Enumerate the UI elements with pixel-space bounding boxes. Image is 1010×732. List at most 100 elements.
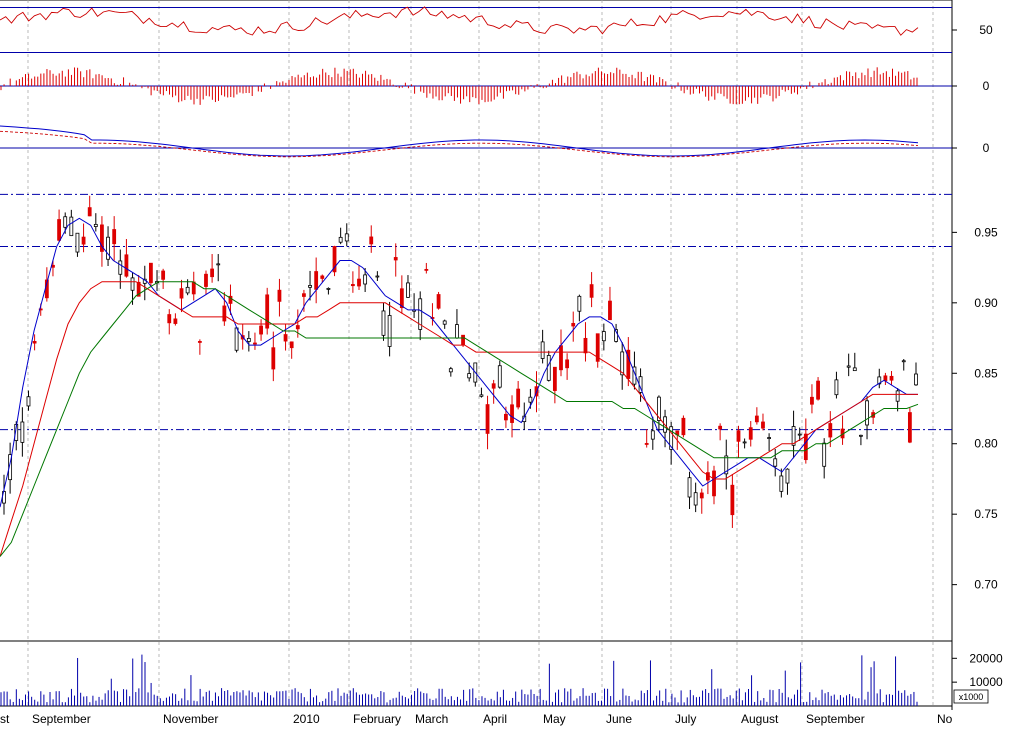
candle-body: [810, 396, 814, 405]
x-axis-label: May: [543, 712, 566, 726]
candle-body: [32, 341, 37, 344]
candle-body: [100, 224, 104, 252]
candle-body: [779, 475, 784, 492]
volume-unit-box: x1000: [953, 689, 989, 704]
y-axis-labels: 50 0 0 0.70 0.75 0.80 0.85 0.90 0.95 10000 20000: [952, 23, 1003, 689]
candle-body: [650, 430, 655, 440]
candle-body: [877, 376, 882, 385]
candle-body: [124, 254, 129, 277]
candle-body: [216, 263, 221, 266]
candle-body: [504, 413, 508, 421]
macd-tick-label: 0: [983, 141, 990, 155]
candle-body: [424, 268, 429, 271]
candle-body: [38, 308, 43, 311]
candle-body: [565, 359, 570, 369]
candle-body: [185, 286, 190, 294]
candle-body: [314, 271, 319, 290]
candle-body: [295, 325, 300, 330]
x-axis-label: August: [741, 712, 779, 726]
candle-body: [369, 236, 374, 245]
price-tick-label: 0.70: [974, 578, 998, 592]
candle-body: [736, 430, 741, 442]
histogram-panel: [0, 67, 952, 105]
candle-body: [332, 246, 337, 273]
candle-body: [577, 295, 582, 312]
candle-body: [571, 322, 576, 327]
x-axis-label: April: [483, 712, 507, 726]
candle-body: [791, 426, 796, 446]
candle-body: [210, 268, 215, 278]
candle-body: [626, 349, 631, 379]
rsi-panel: [0, 6, 952, 53]
vertical-gridlines: [27, 0, 934, 706]
candle-body: [179, 288, 184, 299]
candle-body: [320, 275, 325, 279]
candle-body: [901, 360, 906, 363]
candle-body: [448, 368, 453, 373]
candle-body: [75, 232, 80, 253]
candle-body: [914, 373, 918, 386]
candle-body: [767, 437, 772, 439]
candle-body: [589, 284, 594, 298]
volume-panel: [0, 654, 918, 706]
candle-body: [761, 421, 765, 429]
price-tick-label: 0.80: [974, 437, 998, 451]
x-axis-label: November: [163, 712, 218, 726]
candle-body: [724, 455, 729, 475]
candle-body: [601, 331, 606, 342]
candle-body: [461, 334, 465, 346]
candle-body: [381, 310, 386, 336]
candle-body: [834, 379, 839, 396]
candle-body: [26, 396, 31, 407]
candle-body: [63, 216, 68, 228]
candle-body: [399, 288, 404, 309]
moving-average-line: [0, 281, 918, 557]
candle-body: [191, 281, 196, 295]
candle-body: [271, 347, 276, 370]
candle-body: [846, 365, 851, 368]
x-axis-label: September: [806, 712, 865, 726]
volume-tick-label: 10000: [969, 675, 1003, 689]
candle-body: [455, 324, 459, 339]
candle-body: [712, 470, 716, 497]
candle-body: [167, 314, 172, 324]
candle-body: [81, 236, 86, 245]
candle-body: [253, 342, 257, 345]
candle-body: [644, 443, 649, 445]
candle-body: [479, 394, 484, 397]
x-axis-label: st: [0, 712, 10, 726]
candle-body: [93, 223, 98, 227]
moving-average-line: [0, 281, 919, 557]
candle-body: [363, 274, 368, 285]
x-axis-label: September: [32, 712, 91, 726]
candle-body: [289, 341, 294, 349]
candle-body: [136, 281, 141, 297]
x-axis-label: March: [415, 712, 448, 726]
candle-body: [277, 289, 282, 302]
candle-body: [614, 329, 618, 342]
candle-body: [259, 325, 263, 335]
candle-body: [344, 233, 349, 242]
candle-body: [387, 315, 392, 347]
candle-body: [546, 355, 551, 381]
candle-body: [308, 285, 312, 288]
x-axis-label: July: [675, 712, 696, 726]
candle-body: [540, 341, 545, 359]
candle-body: [357, 278, 361, 287]
candle-body: [57, 219, 61, 241]
candle-body: [718, 425, 723, 430]
candle-body: [889, 375, 894, 381]
candle-body: [687, 477, 692, 498]
candle-body: [375, 275, 380, 278]
candle-body: [222, 305, 227, 322]
candle-body: [803, 433, 808, 461]
candle-body: [406, 282, 410, 298]
candle-body: [859, 434, 863, 437]
candle-body: [620, 351, 625, 376]
candle-body: [852, 367, 857, 372]
candle-body: [436, 294, 441, 309]
candle-body: [828, 423, 833, 438]
candle-body: [681, 417, 686, 436]
x-axis-label: June: [606, 712, 632, 726]
